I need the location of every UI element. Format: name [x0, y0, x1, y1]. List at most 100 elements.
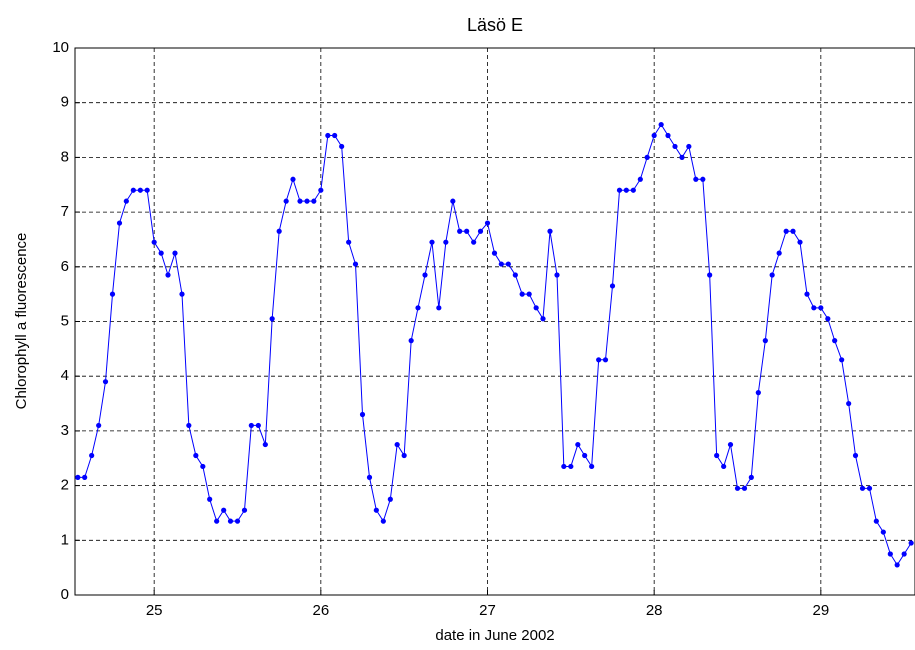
data-point — [526, 291, 532, 297]
data-point — [901, 551, 907, 557]
data-point — [471, 239, 477, 245]
data-point — [852, 452, 859, 459]
data-point — [207, 496, 213, 502]
data-point — [401, 452, 407, 459]
data-point — [873, 518, 879, 524]
data-point — [318, 187, 324, 193]
data-point — [637, 176, 643, 182]
data-point — [790, 228, 796, 234]
y-tick-label: 3 — [61, 422, 69, 439]
data-point — [623, 187, 629, 193]
data-point — [366, 474, 373, 480]
y-tick-label: 2 — [61, 477, 69, 494]
data-point — [714, 452, 720, 459]
data-point — [193, 452, 199, 459]
data-point — [755, 390, 761, 396]
x-tick-label: 29 — [812, 602, 829, 619]
data-point — [123, 198, 129, 204]
data-point — [672, 143, 678, 150]
data-point — [644, 154, 650, 160]
data-point — [630, 187, 636, 193]
data-point — [484, 220, 491, 226]
x-axis-label: date in June 2002 — [435, 627, 554, 644]
data-point — [776, 250, 782, 256]
data-point — [797, 239, 803, 245]
y-tick-label: 9 — [61, 94, 69, 111]
data-point — [866, 485, 873, 491]
data-point — [137, 187, 143, 193]
y-tick-label: 6 — [61, 258, 69, 275]
data-point — [234, 518, 241, 524]
data-point — [457, 228, 463, 234]
y-tick-label: 0 — [61, 586, 69, 603]
data-point — [721, 463, 727, 470]
data-point — [582, 452, 588, 459]
data-point — [325, 132, 331, 139]
data-point — [172, 250, 178, 256]
data-point — [908, 540, 914, 546]
data-point — [665, 132, 671, 139]
data-point — [700, 176, 706, 182]
data-point — [839, 357, 845, 363]
data-point — [255, 422, 261, 429]
data-point — [109, 291, 116, 297]
data-point — [832, 338, 838, 344]
x-tick-label: 28 — [646, 602, 663, 619]
data-point — [436, 305, 442, 311]
data-point — [415, 305, 421, 311]
x-tick-label: 27 — [479, 602, 496, 619]
data-point — [727, 441, 734, 448]
data-point — [477, 228, 484, 234]
data-point — [422, 272, 428, 278]
data-point — [144, 187, 150, 193]
data-point — [589, 463, 595, 470]
data-point — [505, 261, 511, 267]
data-point — [359, 411, 366, 418]
data-point — [200, 463, 206, 470]
data-point — [429, 239, 435, 245]
data-point — [575, 441, 581, 448]
data-point — [179, 291, 185, 297]
data-point — [283, 198, 289, 204]
data-point — [102, 379, 109, 385]
data-point — [651, 132, 657, 139]
data-point — [311, 198, 317, 204]
data-point — [276, 228, 282, 234]
data-point — [130, 187, 136, 193]
data-point — [616, 187, 623, 193]
data-point — [352, 261, 359, 267]
data-point — [464, 228, 470, 234]
data-point — [679, 154, 685, 160]
data-point — [443, 239, 449, 245]
data-point — [373, 507, 379, 513]
data-point — [609, 283, 616, 289]
data-point — [408, 338, 414, 344]
data-point — [811, 305, 817, 311]
data-point — [214, 518, 220, 524]
data-point — [269, 316, 275, 322]
data-point — [221, 507, 227, 513]
data-point — [693, 176, 699, 182]
data-point — [498, 261, 504, 267]
data-point — [825, 316, 831, 322]
data-point — [380, 518, 386, 524]
data-point — [394, 441, 400, 448]
data-point — [346, 239, 352, 245]
x-tick-label: 26 — [312, 602, 329, 619]
data-point — [82, 474, 88, 480]
data-point — [686, 143, 692, 150]
data-point — [596, 357, 602, 363]
data-point — [602, 357, 609, 363]
x-tick-label: 25 — [146, 602, 163, 619]
data-point — [554, 272, 560, 278]
data-point — [734, 485, 741, 491]
data-point — [540, 316, 546, 322]
data-point — [880, 529, 886, 535]
plot-area — [75, 121, 914, 568]
data-point — [512, 272, 518, 278]
data-point — [75, 474, 81, 480]
y-tick-label: 4 — [61, 367, 69, 384]
data-point — [450, 198, 456, 204]
